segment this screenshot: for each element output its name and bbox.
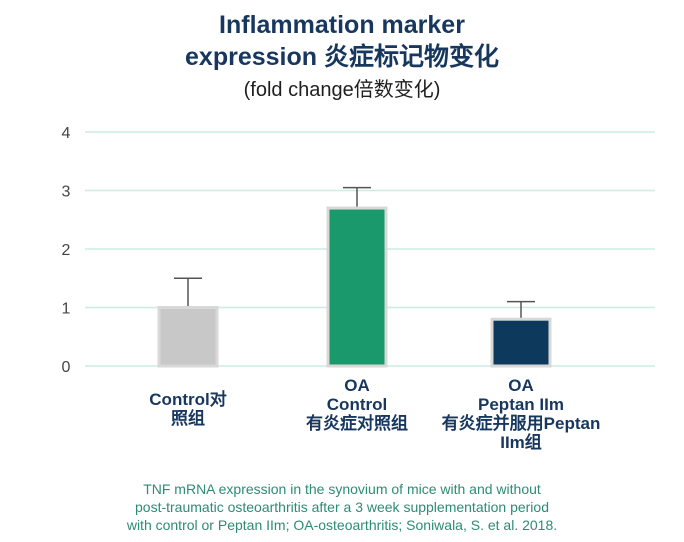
chart-subtitle: (fold change倍数变化) (243, 79, 441, 101)
x-tick-label: OA Peptan IIm 有炎症并服用Peptan IIm组 (411, 376, 631, 452)
x-tick-label-line: Control (326, 395, 388, 414)
chart-title-line2: expression 炎症标记物变化 (185, 43, 499, 71)
bar (326, 206, 388, 368)
x-tick-label-line: Control对 (149, 390, 227, 409)
x-tick-label: OA Control 有炎症对照组 (247, 376, 467, 433)
bar (490, 317, 552, 368)
chart-title: Inflammation marker (219, 11, 465, 39)
x-tick-label-line: 有炎症对照组 (306, 414, 408, 433)
y-tick-label: 2 (62, 242, 71, 259)
figure-caption: TNF mRNA expression in the synovium of m… (0, 480, 684, 534)
x-tick-label: Control对 照组 (78, 390, 298, 428)
x-tick-label-line: OA (508, 376, 534, 395)
y-tick-label: 4 (62, 125, 71, 142)
bar (157, 306, 219, 368)
x-tick-label-line: Peptan IIm (478, 395, 564, 414)
x-tick-label-line: 照组 (171, 409, 205, 428)
x-tick-label-line: 有炎症并服用Peptan (441, 414, 601, 433)
caption-line: with control or Peptan IIm; OA-osteoarth… (126, 517, 558, 533)
caption-line: TNF mRNA expression in the synovium of m… (143, 481, 541, 497)
caption-line: post-traumatic osteoarthritis after a 3 … (135, 499, 549, 515)
y-tick-label: 0 (62, 359, 71, 376)
x-tick-label-line: OA (344, 376, 370, 395)
y-tick-label: 1 (62, 301, 71, 318)
x-tick-label-line: IIm组 (500, 433, 542, 452)
y-tick-label: 3 (62, 184, 71, 201)
